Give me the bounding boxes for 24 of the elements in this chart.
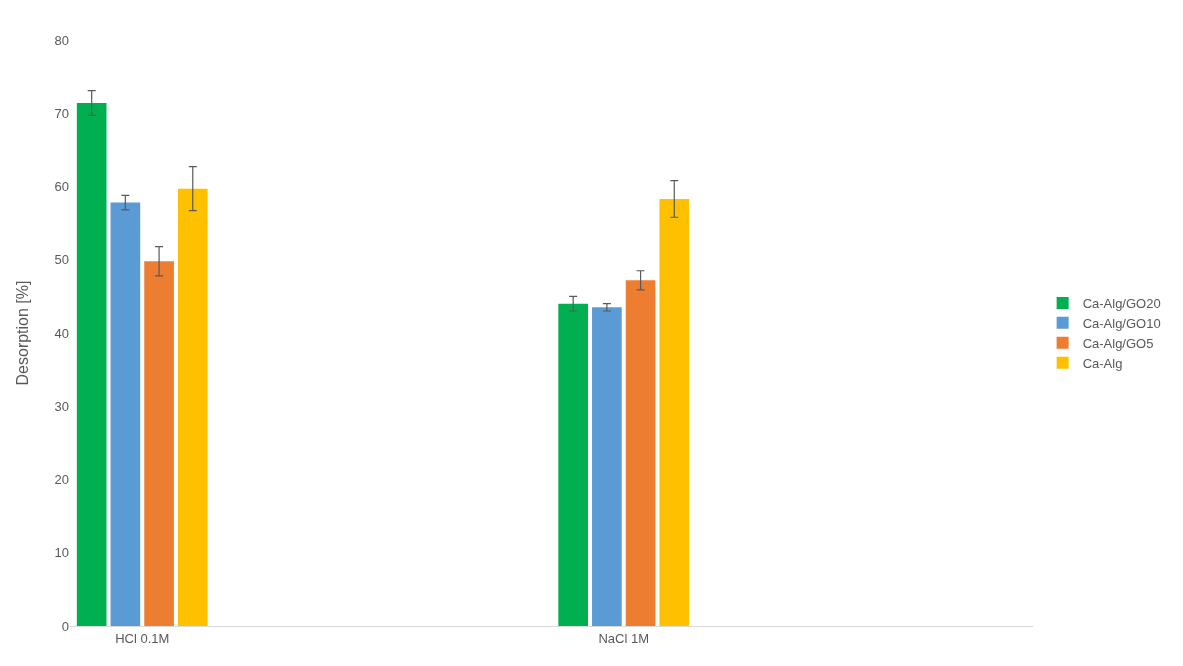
bar (76, 102, 107, 626)
legend-label: Ca-Alg/GO10 (1082, 315, 1161, 331)
y-tick-label: 0 (61, 618, 69, 634)
x-tick-label: HCl 0.1M (115, 630, 170, 646)
legend-label: Ca-Alg/GO5 (1082, 335, 1154, 351)
x-tick-label: NaCl 1M (598, 630, 650, 646)
bar (659, 198, 690, 626)
legend-label: Ca-Alg (1082, 355, 1123, 371)
bar (177, 188, 208, 626)
y-tick-label: 50 (54, 252, 69, 268)
y-tick-label: 70 (54, 105, 69, 121)
bar (625, 280, 656, 626)
bar (592, 307, 622, 626)
y-tick-label: 20 (54, 472, 69, 488)
bar (110, 202, 141, 626)
legend-label: Ca-Alg/GO20 (1082, 296, 1161, 312)
y-tick-label: 80 (54, 32, 69, 48)
y-tick-label: 40 (54, 325, 69, 341)
bar (144, 261, 174, 626)
y-tick-label: 10 (54, 545, 69, 561)
y-axis-title: Desorption [%] (14, 280, 31, 386)
y-tick-label: 60 (54, 179, 69, 195)
y-tick-label: 30 (54, 398, 69, 414)
bar (558, 303, 588, 626)
